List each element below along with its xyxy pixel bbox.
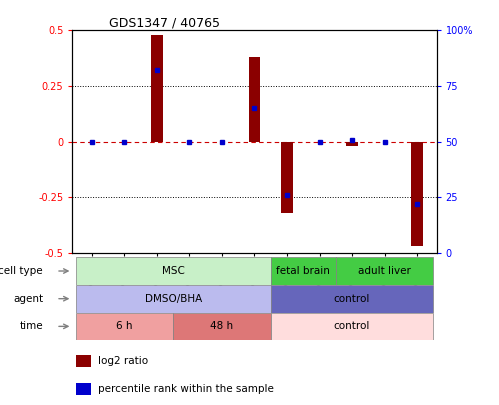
Text: percentile rank within the sample: percentile rank within the sample xyxy=(98,384,274,394)
Text: log2 ratio: log2 ratio xyxy=(98,356,148,366)
Text: 6 h: 6 h xyxy=(116,321,133,331)
Text: MSC: MSC xyxy=(162,266,185,276)
Text: adult liver: adult liver xyxy=(358,266,411,276)
Text: GDS1347 / 40765: GDS1347 / 40765 xyxy=(109,16,220,29)
Text: control: control xyxy=(334,321,370,331)
Text: agent: agent xyxy=(13,294,43,304)
Text: time: time xyxy=(19,321,43,331)
Bar xyxy=(249,57,260,142)
Bar xyxy=(76,285,271,313)
Bar xyxy=(76,354,91,367)
Bar xyxy=(271,257,336,285)
Bar xyxy=(411,142,423,246)
Bar xyxy=(173,313,271,340)
Text: fetal brain: fetal brain xyxy=(276,266,330,276)
Text: DMSO/BHA: DMSO/BHA xyxy=(145,294,202,304)
Bar xyxy=(151,35,163,142)
Bar xyxy=(271,313,433,340)
Bar xyxy=(271,285,433,313)
Bar xyxy=(76,257,271,285)
Text: cell type: cell type xyxy=(0,266,43,276)
Bar xyxy=(281,142,293,213)
Bar xyxy=(336,257,433,285)
Text: 48 h: 48 h xyxy=(211,321,234,331)
Bar xyxy=(76,313,173,340)
Bar xyxy=(346,142,358,146)
Text: control: control xyxy=(334,294,370,304)
Bar xyxy=(76,383,91,395)
